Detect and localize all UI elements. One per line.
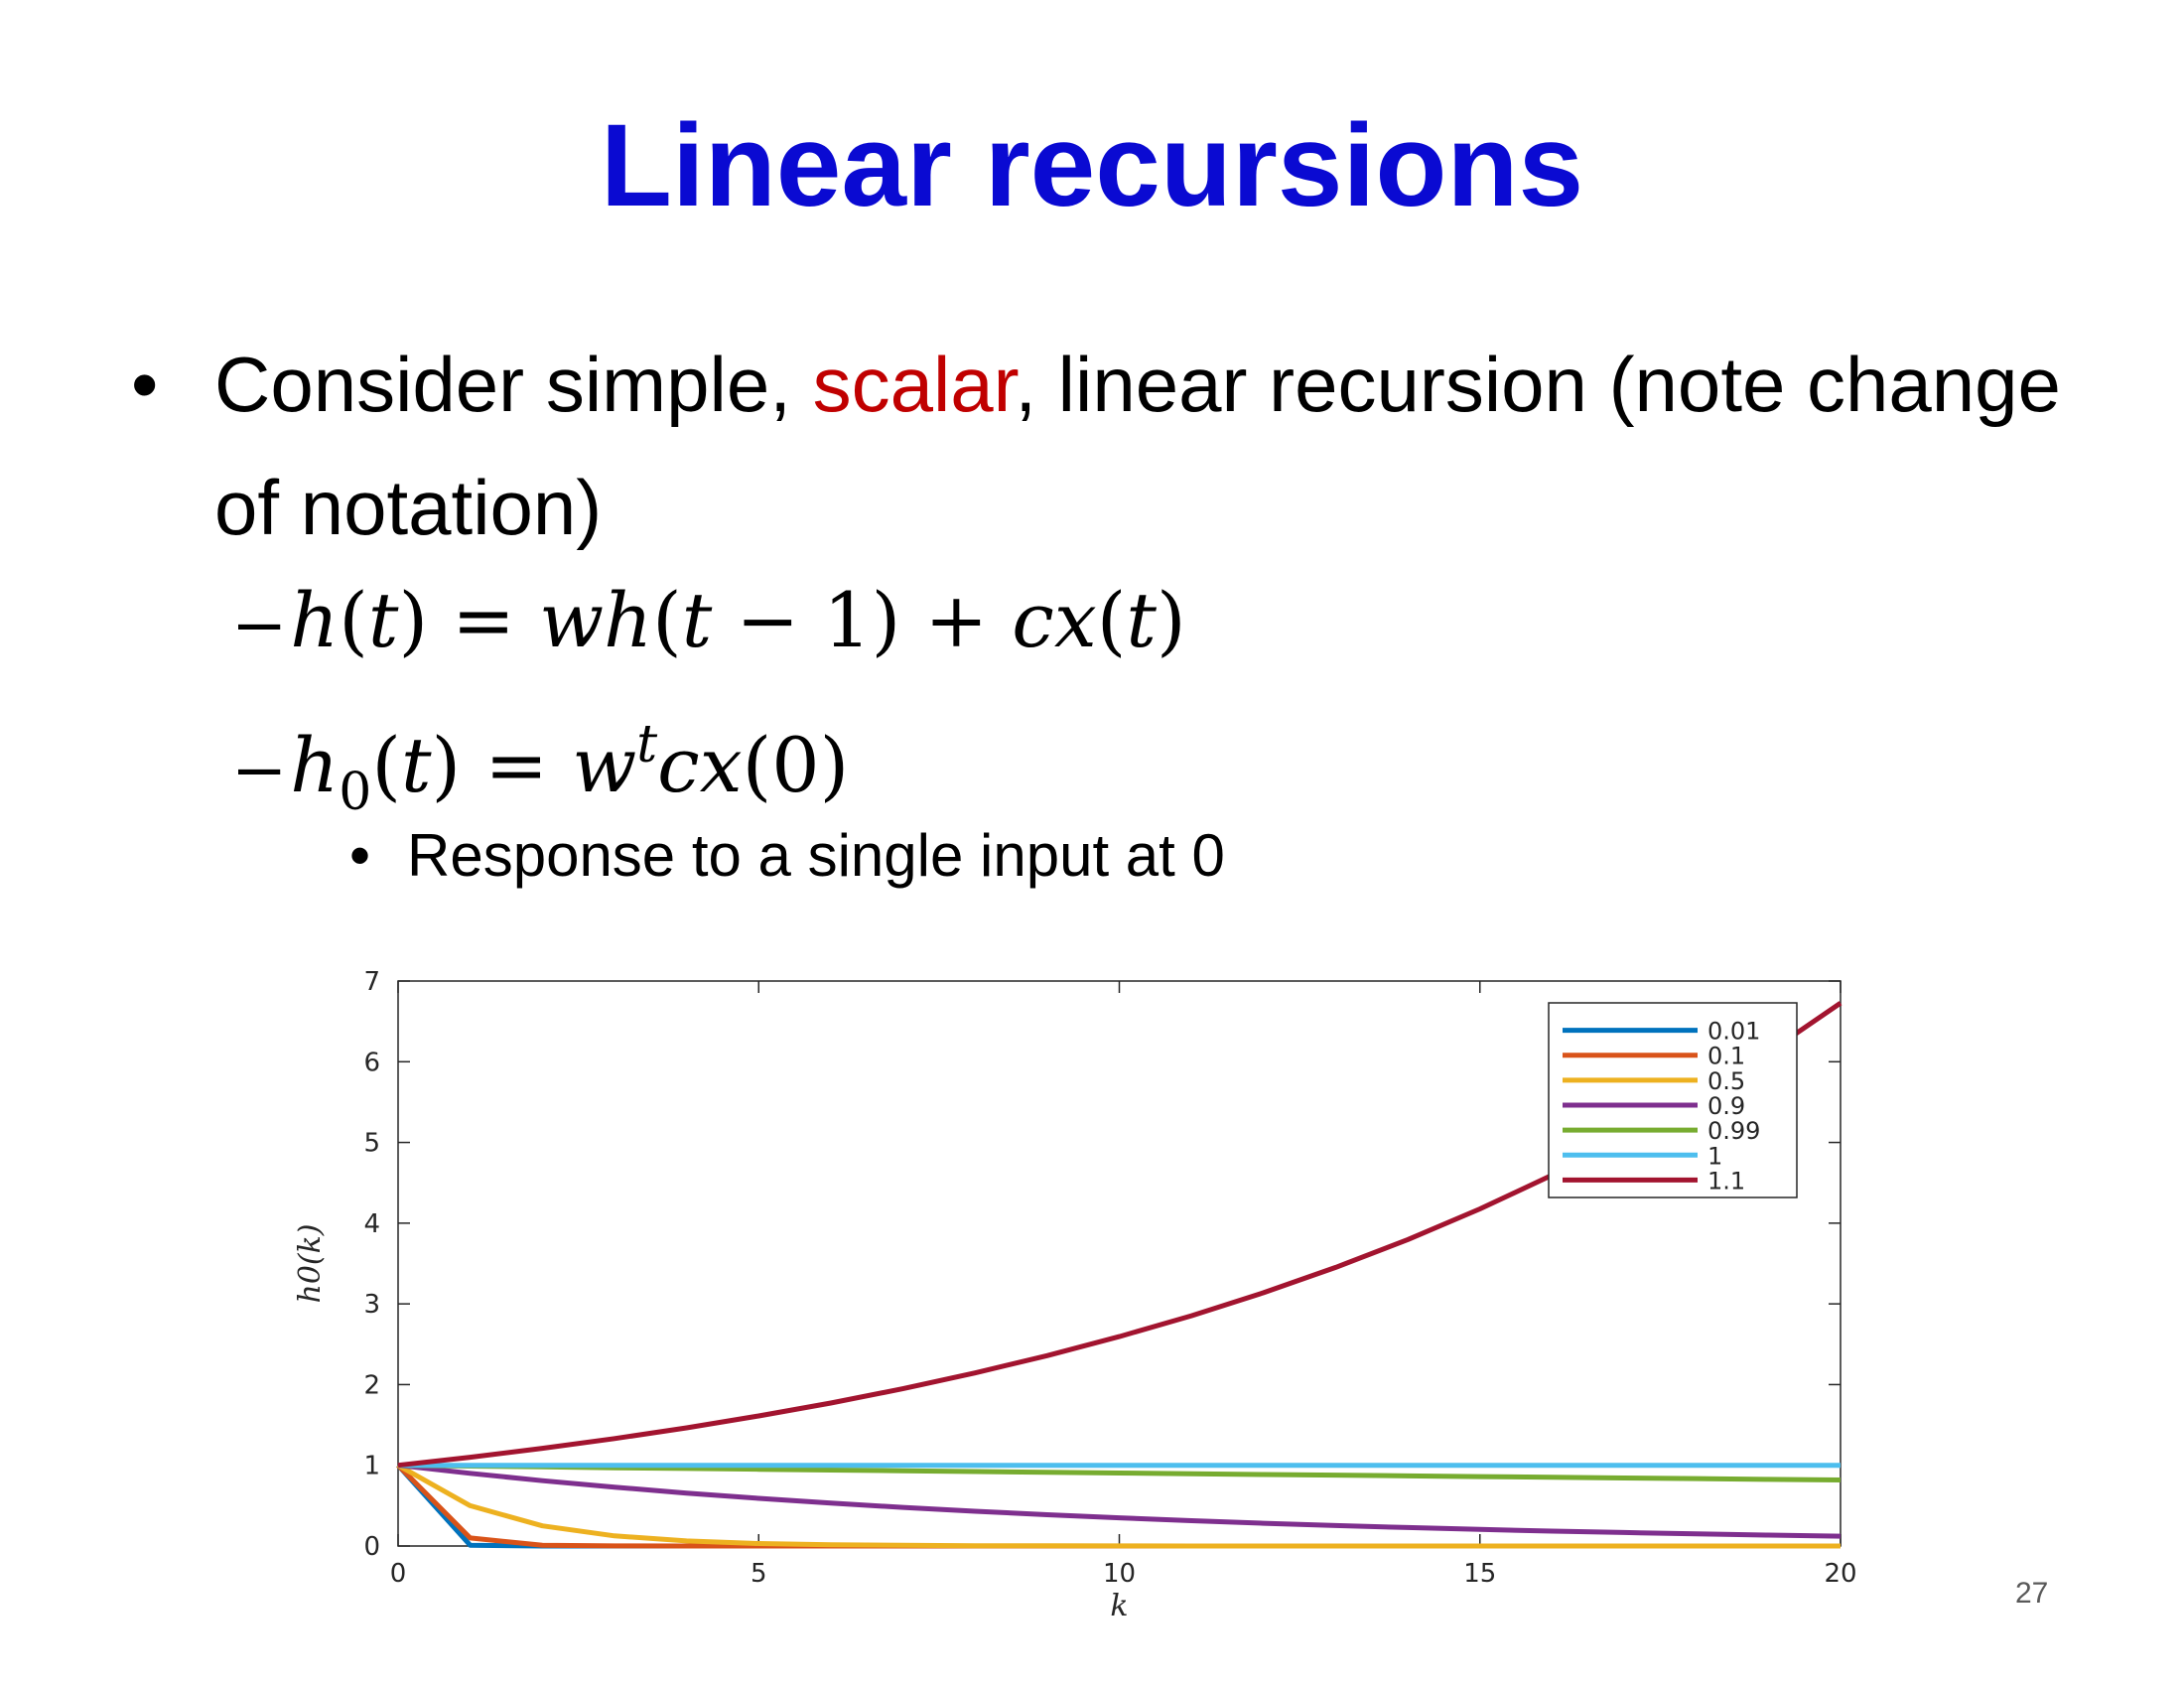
page-number: 27 xyxy=(2015,1577,2049,1610)
x-tick-label: 0 xyxy=(390,1559,407,1589)
series-line-0_99 xyxy=(397,1463,1842,1482)
highlight-scalar: scalar xyxy=(812,341,1016,428)
x-tick-label: 15 xyxy=(1463,1559,1496,1589)
legend-entry: 0.1 xyxy=(1707,1043,1745,1070)
y-tick-label: 2 xyxy=(363,1370,380,1400)
series-line-0_5 xyxy=(396,1463,1841,1549)
x-axis-label: k xyxy=(1110,1589,1128,1623)
y-axis-label: h0(k) xyxy=(293,1224,328,1304)
equation-recursion: – h(t) = wh(t − 1) + cx(t) xyxy=(238,576,1186,664)
y-tick-label: 4 xyxy=(363,1209,380,1239)
x-tick-label: 20 xyxy=(1824,1559,1856,1589)
x-tick-label: 5 xyxy=(751,1559,767,1589)
y-tick-label: 6 xyxy=(363,1048,380,1077)
legend-entry: 0.9 xyxy=(1707,1092,1745,1120)
legend-entry: 1.1 xyxy=(1707,1167,1745,1195)
slide-title: Linear recursions xyxy=(600,100,1584,231)
sub-bullet-marker: • xyxy=(349,822,371,889)
bullet-text: Consider simple, scalar, linear recursio… xyxy=(214,323,2101,569)
sub-bullet-text: Response to a single input at 0 xyxy=(407,822,1225,889)
y-tick-label: 5 xyxy=(363,1129,380,1159)
equation-impulse-response: – h0(t) = wtcx(0) xyxy=(238,715,850,822)
legend-entry: 0.5 xyxy=(1707,1067,1745,1095)
series-line-0_9 xyxy=(397,1463,1842,1539)
bullet-text-start: Consider simple, xyxy=(214,341,813,428)
legend-entry: 1 xyxy=(1707,1142,1722,1170)
y-tick-label: 1 xyxy=(363,1452,380,1481)
x-tick-label: 10 xyxy=(1103,1559,1136,1589)
y-tick-label: 0 xyxy=(363,1532,380,1562)
y-tick-label: 7 xyxy=(363,967,380,997)
legend-box xyxy=(1548,1002,1798,1198)
bullet-marker: • xyxy=(131,341,159,428)
bullet-text-end: , linear recursion (note change of notat… xyxy=(214,341,2061,551)
legend-entry: 0.99 xyxy=(1707,1117,1760,1145)
legend-entry: 0.01 xyxy=(1707,1018,1760,1046)
y-tick-label: 3 xyxy=(363,1290,380,1320)
